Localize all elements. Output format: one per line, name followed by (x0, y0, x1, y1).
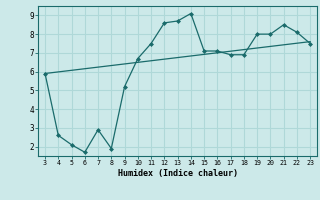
X-axis label: Humidex (Indice chaleur): Humidex (Indice chaleur) (118, 169, 238, 178)
